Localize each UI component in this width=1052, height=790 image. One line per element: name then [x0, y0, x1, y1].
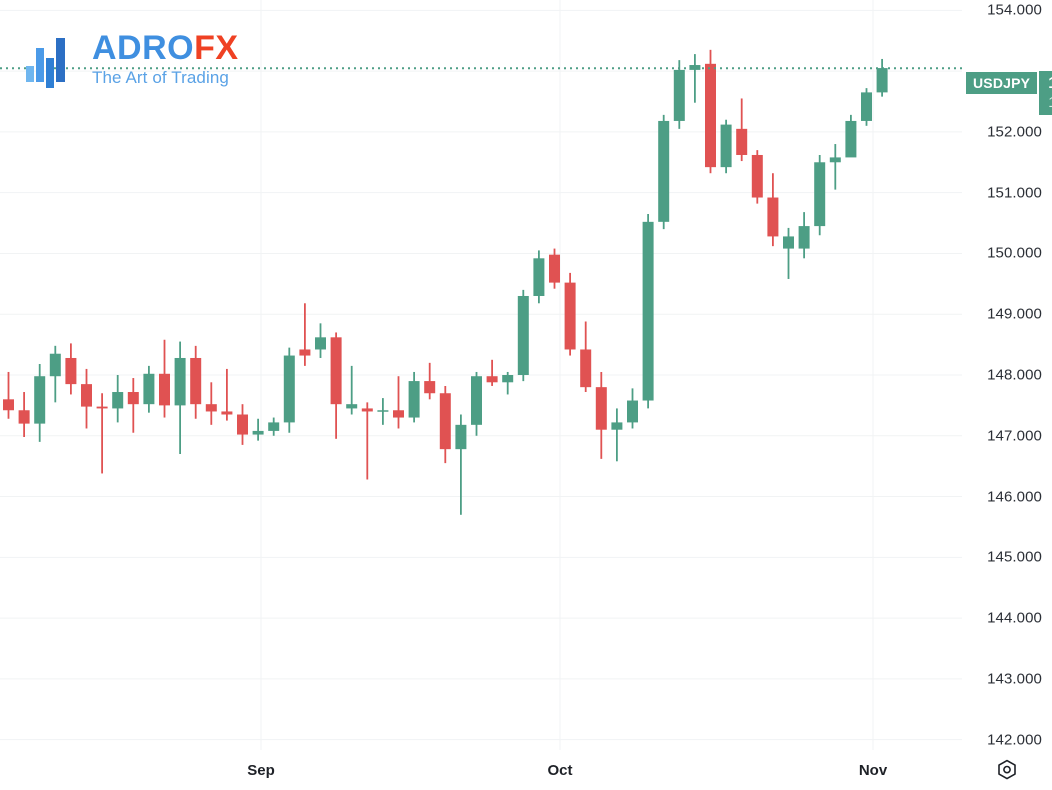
current-price-value: 153.047	[1048, 74, 1052, 93]
candle-body	[299, 349, 311, 356]
time-axis-tick: Nov	[858, 762, 888, 779]
candle-body	[564, 282, 576, 350]
candle-body	[502, 375, 514, 383]
candle-body	[424, 381, 436, 394]
current-price-tag[interactable]: USDJPY 153.047 14:49:39	[966, 71, 1052, 115]
candle-body	[205, 404, 217, 412]
vertical-gridlines	[260, 0, 874, 750]
candle-body	[96, 406, 108, 409]
symbol-badge: USDJPY	[966, 72, 1038, 94]
candle-body	[221, 411, 233, 415]
candle-body	[455, 424, 467, 450]
candle-body	[736, 128, 748, 155]
candle-body	[845, 120, 857, 158]
candle-body	[595, 387, 607, 430]
time-axis[interactable]: Sep Oct Nov	[0, 750, 962, 790]
price-axis-tick: 151.000	[987, 184, 1042, 202]
candle-body	[876, 68, 888, 93]
price-axis-tick: 143.000	[987, 670, 1042, 688]
price-axis-tick: 147.000	[987, 427, 1042, 445]
candle-body	[517, 295, 529, 375]
candle-body	[393, 410, 404, 418]
candle-body	[159, 373, 170, 406]
candle-body	[798, 226, 810, 249]
time-axis-tick: Sep	[247, 762, 275, 779]
candle-body	[143, 373, 155, 405]
candle-body	[18, 410, 30, 424]
candle-body	[174, 357, 186, 406]
candle-body	[471, 376, 482, 425]
candle-body	[829, 157, 841, 163]
gear-settings-icon[interactable]	[995, 758, 1019, 782]
candle-body	[549, 254, 560, 283]
candle-body	[268, 422, 280, 431]
candle-body	[580, 349, 592, 388]
time-axis-tick: Oct	[547, 762, 573, 779]
price-axis-tick: 150.000	[987, 244, 1042, 262]
candle-body	[611, 422, 623, 430]
candle-body	[673, 69, 685, 121]
candle-body	[408, 381, 420, 418]
candle-body	[751, 154, 763, 198]
candle-body	[705, 63, 716, 168]
candlestick-chart-svg	[0, 0, 962, 750]
candle-body	[439, 393, 451, 450]
candle-body	[861, 92, 872, 121]
candle-body	[330, 337, 342, 405]
candle-body	[377, 410, 389, 412]
price-axis-tick: 154.000	[987, 1, 1042, 19]
candle-body	[112, 392, 124, 409]
horizontal-gridlines	[0, 9, 962, 741]
candle-body	[49, 353, 61, 377]
price-axis-tick: 148.000	[987, 366, 1042, 384]
candle-body	[34, 376, 46, 424]
candlestick-series	[3, 49, 888, 515]
price-axis-tick: 149.000	[987, 305, 1042, 323]
price-axis-tick: 146.000	[987, 488, 1042, 506]
candle-body	[767, 197, 779, 237]
price-axis-tick: 145.000	[987, 548, 1042, 566]
candle-body	[486, 376, 498, 383]
price-axis[interactable]: 154.000 152.000 151.000 150.000 149.000 148.0…	[962, 0, 1052, 750]
candle-body	[627, 400, 638, 423]
chart-plot-area[interactable]	[0, 0, 962, 750]
candle-body	[642, 221, 654, 401]
candle-body	[81, 384, 92, 407]
candle-body	[65, 357, 77, 385]
candle-body	[252, 430, 264, 435]
candle-body	[533, 258, 545, 296]
price-axis-tick: 152.000	[987, 123, 1042, 141]
candle-body	[127, 392, 139, 405]
candle-body	[346, 404, 358, 409]
candle-body	[3, 399, 14, 411]
candle-body	[237, 414, 248, 435]
candle-body	[315, 337, 326, 350]
price-axis-tick: 142.000	[987, 731, 1042, 749]
price-box: 153.047 14:49:39	[1039, 71, 1052, 115]
candle-body	[814, 162, 826, 227]
candle-body	[190, 357, 202, 405]
candle-body	[689, 65, 701, 70]
candle-body	[783, 236, 794, 249]
price-axis-tick: 144.000	[987, 609, 1042, 627]
current-price-time: 14:49:39	[1048, 93, 1052, 112]
candle-body	[658, 120, 670, 222]
candle-body	[720, 124, 732, 168]
candle-body	[361, 408, 373, 412]
candle-body	[283, 355, 295, 423]
